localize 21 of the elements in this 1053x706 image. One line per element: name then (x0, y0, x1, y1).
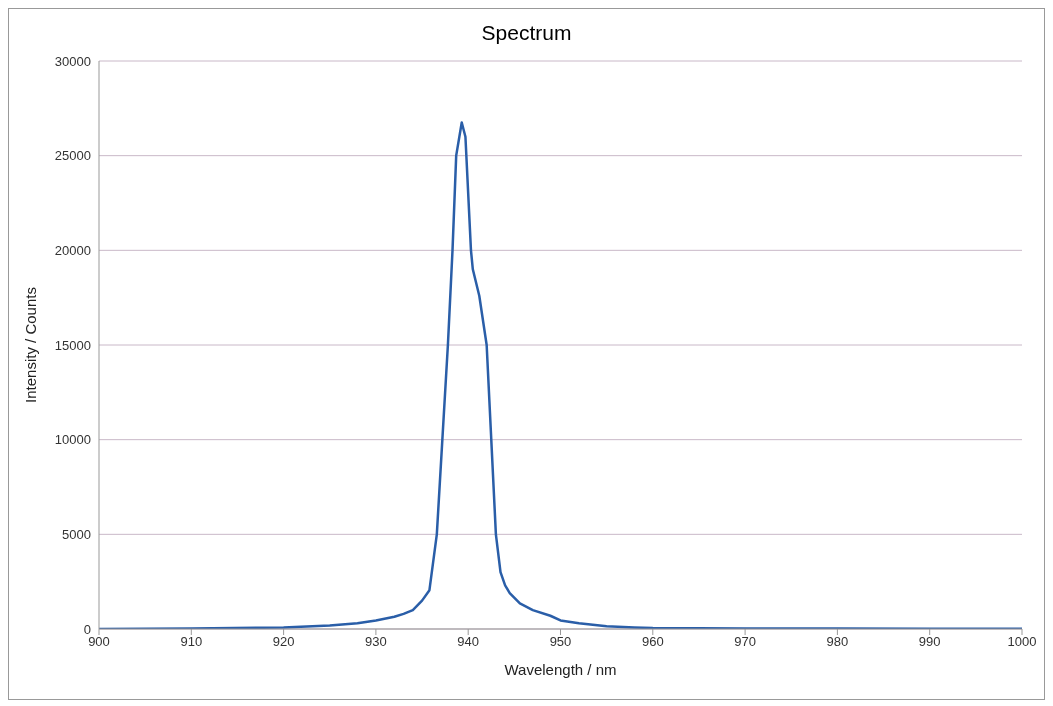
x-tick-label: 930 (365, 634, 387, 650)
y-tick-label: 10000 (54, 432, 91, 448)
x-tick-label: 920 (272, 634, 295, 650)
x-tick-label: 910 (180, 634, 203, 650)
x-tick-label: 940 (457, 634, 480, 650)
x-tick-label: 1000 (1007, 634, 1037, 650)
y-tick-label: 5000 (62, 526, 91, 542)
y-tick-label: 15000 (54, 337, 91, 353)
x-tick-label: 950 (549, 634, 572, 650)
y-tick-label: 30000 (54, 53, 91, 69)
y-tick-label: 20000 (54, 242, 91, 258)
x-axis-title: Wavelength / nm (504, 661, 617, 678)
x-tick-label: 990 (918, 634, 941, 650)
chart-title: Spectrum (480, 21, 573, 45)
x-tick-label: 960 (641, 634, 664, 650)
x-tick-label: 970 (734, 634, 756, 650)
x-tick-label: 980 (826, 634, 849, 650)
y-tick-label: 25000 (54, 148, 91, 164)
y-tick-label: 0 (83, 621, 91, 637)
y-axis-title: Intensity / Counts (22, 287, 40, 403)
x-tick-label: 900 (88, 634, 110, 650)
